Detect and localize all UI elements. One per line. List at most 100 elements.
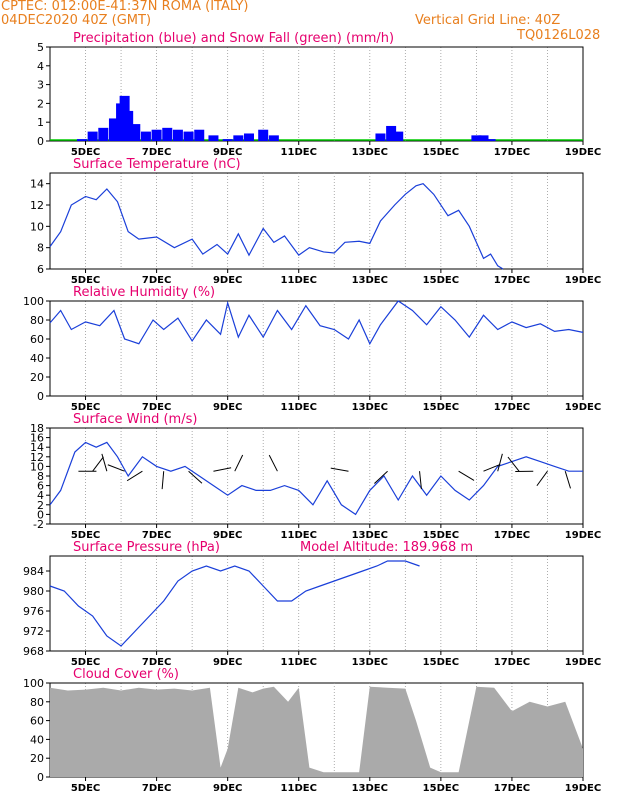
x-tick-label: 7DEC <box>142 147 171 158</box>
y-tick-label: 12 <box>30 199 44 212</box>
y-tick-label: 5 <box>37 41 44 54</box>
x-tick-label: 17DEC <box>494 402 530 413</box>
y-tick-label: 984 <box>23 565 44 578</box>
precip-bar <box>268 135 279 141</box>
precip-bar <box>471 135 482 141</box>
y-tick-label: 60 <box>30 333 44 346</box>
x-tick-label: 5DEC <box>71 275 100 286</box>
x-tick-label: 11DEC <box>281 147 317 158</box>
y-tick-label: 980 <box>23 585 44 598</box>
wind-arrow <box>107 464 125 472</box>
y-tick-label: 0 <box>37 771 44 784</box>
y-tick-label: 976 <box>23 605 44 618</box>
precip-bar <box>151 129 162 141</box>
precip-bar <box>386 125 397 141</box>
precip-bar <box>222 139 233 141</box>
y-tick-label: 100 <box>23 677 44 690</box>
y-tick-label: 8 <box>37 470 44 483</box>
x-tick-label: 5DEC <box>71 530 100 541</box>
x-tick-label: 17DEC <box>494 783 530 794</box>
y-tick-label: 20 <box>30 752 44 765</box>
x-tick-label: 7DEC <box>142 275 171 286</box>
x-tick-label: 7DEC <box>142 657 171 668</box>
precip-bar <box>233 135 244 141</box>
x-tick-label: 17DEC <box>494 657 530 668</box>
y-tick-label: 968 <box>23 645 44 658</box>
y-tick-label: 80 <box>30 696 44 709</box>
x-tick-label: 17DEC <box>494 530 530 541</box>
precip-bar <box>375 133 386 141</box>
x-tick-label: 13DEC <box>352 657 388 668</box>
panel-title: Cloud Cover (%) <box>73 667 179 682</box>
y-tick-label: 0 <box>37 135 44 148</box>
y-tick-label: 6 <box>37 480 44 493</box>
y-tick-label: 14 <box>30 441 44 454</box>
precip-bar <box>393 131 404 141</box>
x-tick-label: 19DEC <box>565 275 601 286</box>
x-tick-label: 7DEC <box>142 402 171 413</box>
x-tick-label: 13DEC <box>352 402 388 413</box>
wind-arrow <box>497 453 503 472</box>
wind-arrow <box>458 470 475 481</box>
x-tick-label: 13DEC <box>352 275 388 286</box>
panel-title: Surface Wind (m/s) <box>73 412 197 427</box>
panel-frame <box>49 300 584 397</box>
panel-title: Relative Humidity (%) <box>73 285 215 300</box>
x-tick-label: 19DEC <box>565 402 601 413</box>
precip-bar <box>194 129 205 141</box>
x-tick-label: 9DEC <box>213 657 242 668</box>
y-tick-label: 16 <box>30 432 44 445</box>
series-line <box>49 182 504 270</box>
y-tick-label: 10 <box>30 220 44 233</box>
y-tick-label: 12 <box>30 451 44 464</box>
wind-arrow <box>101 453 108 472</box>
x-tick-label: 15DEC <box>423 657 459 668</box>
cloud-cover-area <box>50 686 583 777</box>
panel-title: Surface Temperature (nC) <box>73 157 241 172</box>
panel-annotation: Model Altitude: 189.968 m <box>300 540 473 555</box>
series-line <box>49 300 584 346</box>
x-tick-label: 9DEC <box>213 275 242 286</box>
wind-arrow <box>213 467 232 472</box>
x-tick-label: 7DEC <box>142 783 171 794</box>
y-tick-label: 4 <box>37 60 44 73</box>
y-tick-label: 972 <box>23 625 44 638</box>
x-tick-label: 11DEC <box>281 275 317 286</box>
y-tick-label: 20 <box>30 371 44 384</box>
x-tick-label: 11DEC <box>281 402 317 413</box>
precip-bar <box>162 127 173 141</box>
wind-arrow <box>126 470 143 482</box>
y-tick-label: 1 <box>37 116 44 129</box>
y-tick-label: 6 <box>37 263 44 276</box>
panel-frame <box>49 172 584 270</box>
series-line <box>49 441 583 516</box>
y-tick-label: 3 <box>37 79 44 92</box>
precip-bar <box>98 127 109 141</box>
precip-bar <box>123 110 134 141</box>
y-tick-label: 0 <box>37 390 44 403</box>
x-tick-label: 15DEC <box>423 402 459 413</box>
y-tick-label: 100 <box>23 295 44 308</box>
x-tick-label: 15DEC <box>423 275 459 286</box>
wind-arrow <box>161 471 165 490</box>
x-tick-label: 13DEC <box>352 530 388 541</box>
x-tick-label: 9DEC <box>213 402 242 413</box>
x-tick-label: 11DEC <box>281 657 317 668</box>
wind-arrow <box>268 454 278 472</box>
wind-arrow <box>188 470 203 484</box>
y-tick-label: 10 <box>30 460 44 473</box>
y-tick-label: 4 <box>37 489 44 502</box>
header-right-line2: TQ0126L028 <box>517 28 601 43</box>
precip-bar <box>243 133 254 141</box>
x-tick-label: 9DEC <box>213 783 242 794</box>
precip-bar <box>140 131 151 141</box>
x-tick-label: 13DEC <box>352 783 388 794</box>
wind-arrow <box>419 471 422 490</box>
precip-bar <box>172 129 183 141</box>
wind-arrow <box>483 463 501 472</box>
panel-title: Surface Pressure (hPa) <box>73 540 220 555</box>
precip-bar <box>258 129 269 141</box>
panel-frame <box>49 427 584 525</box>
precip-bar <box>87 131 98 141</box>
